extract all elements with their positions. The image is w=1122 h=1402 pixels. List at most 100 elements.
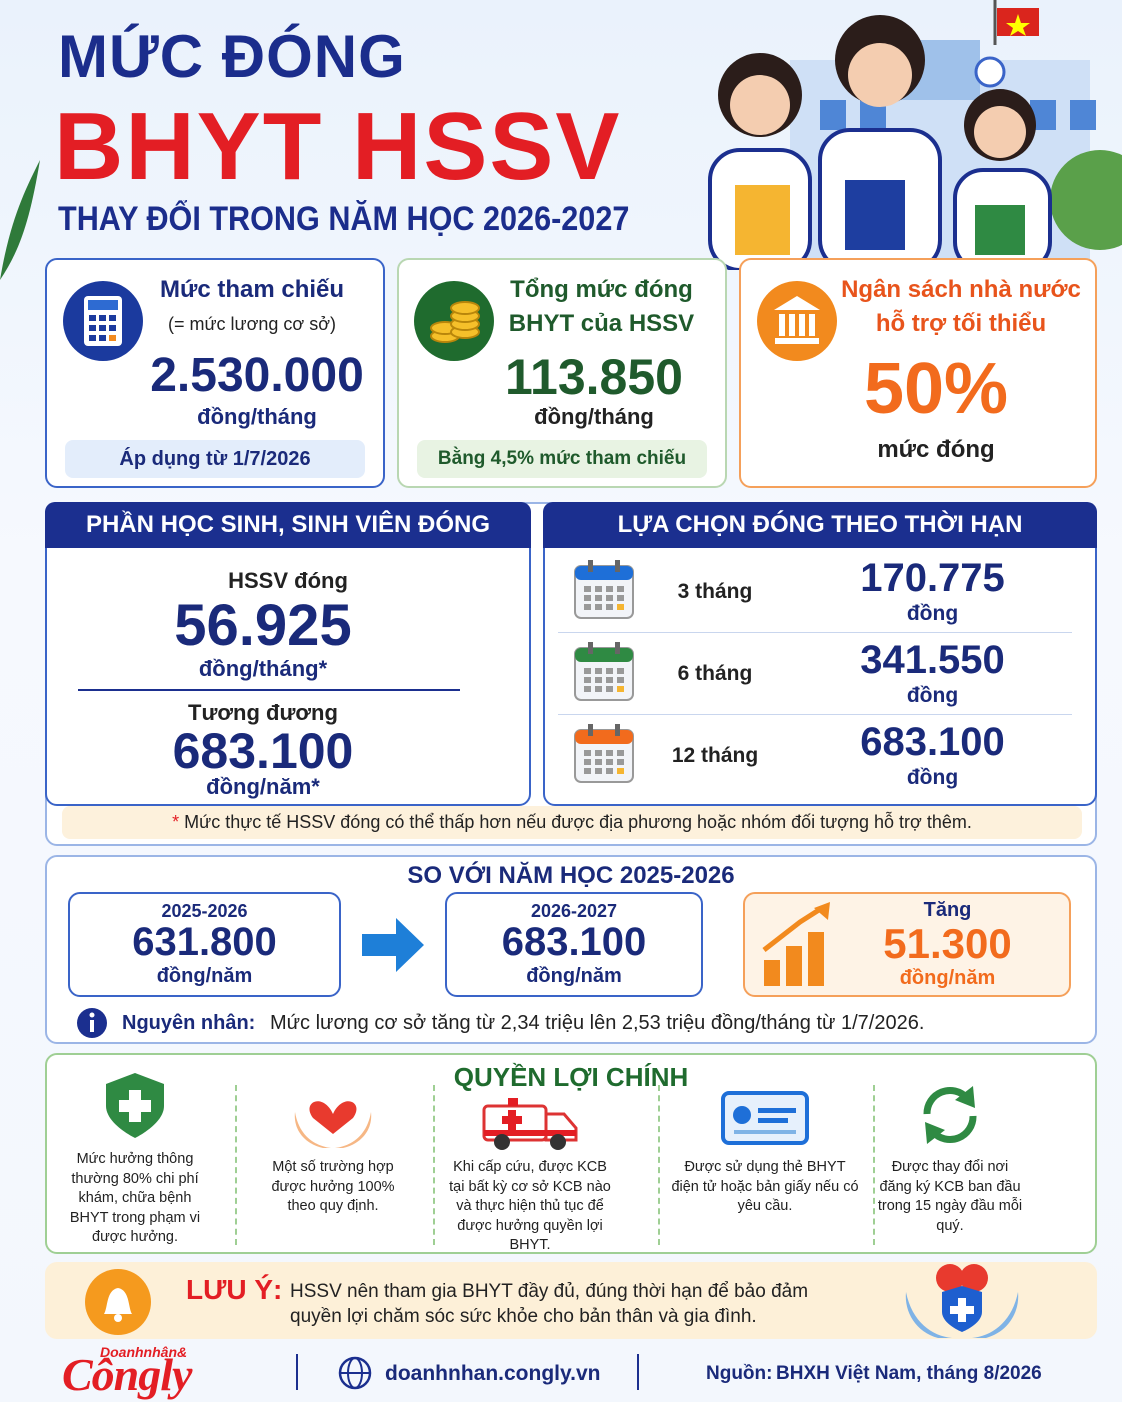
calendar-icon (574, 724, 634, 783)
divider (558, 714, 1072, 715)
footnote-text: Mức thực tế HSSV đóng có thể thấp hơn nế… (184, 812, 972, 832)
card-value: 113.850 (505, 349, 683, 405)
term: 12 tháng (671, 744, 759, 767)
benefit-text: Được sử dụng thẻ BHYT điện tử hoặc bản g… (671, 1159, 859, 1214)
benefit-text: Khi cấp cứu, được KCB tại bất kỳ cơ sở K… (449, 1159, 611, 1253)
increase-unit: đồng/năm (899, 967, 996, 989)
subtitle: THAY ĐỔI TRONG NĂM HỌC 2026-2027 (58, 200, 630, 238)
coins-icon (414, 281, 494, 361)
share-unit: đồng/năm* (206, 774, 320, 799)
info-icon (77, 1008, 107, 1038)
arrow-icon (362, 918, 424, 972)
divider (873, 1085, 875, 1245)
title-line2: BHYT HSSV (54, 93, 622, 200)
globe-icon (338, 1356, 372, 1390)
logo-top: Doanhnhân& (100, 1344, 188, 1360)
care-icon (905, 1264, 1019, 1338)
footnote-mark: * (172, 812, 180, 832)
term-unit: đồng (906, 684, 959, 707)
benefit-icon (670, 1088, 860, 1153)
calendar (572, 722, 636, 786)
benefit-text: Một số trường hợp được hưởng 100% theo q… (271, 1159, 395, 1214)
panel-title: LỰA CHỌN ĐÓNG THEO THỜI HẠN (543, 502, 1097, 548)
divider (78, 689, 460, 691)
benefit-icon-graphic (106, 1073, 164, 1138)
benefit-icon (875, 1080, 1025, 1155)
card-sublabel: (= mức lương cơ sở) (167, 314, 337, 334)
title-line1: MỨC ĐÓNG (58, 23, 406, 90)
divider (658, 1085, 660, 1245)
note-label: LƯU Ý: (186, 1274, 283, 1305)
calendar-icon (574, 560, 634, 619)
note-text: HSSV nên tham gia BHYT đầy đủ, đúng thời… (290, 1281, 809, 1327)
separator (296, 1354, 298, 1390)
card-reference: Mức tham chiếu (= mức lương cơ sở) 2.530… (45, 258, 385, 488)
value: 683.100 (501, 920, 647, 964)
student-share-panel (45, 502, 531, 806)
increase-label: Tăng (923, 899, 972, 921)
card-note: Áp dụng từ 1/7/2026 (65, 440, 365, 478)
benefit-icon-graphic (923, 1086, 977, 1144)
website: doanhnhan.congly.vn (385, 1362, 601, 1385)
benefit-icon (60, 1070, 210, 1145)
card-note: Bằng 4,5% mức tham chiếu (417, 440, 707, 478)
bell-icon (85, 1269, 151, 1335)
card-unit: đồng/tháng (534, 404, 654, 429)
share-label: Tương đương (188, 700, 338, 725)
term: 6 tháng (677, 662, 753, 685)
term-value: 341.550 (860, 638, 1005, 682)
bank-icon (757, 281, 837, 361)
card-unit: mức đóng (877, 436, 995, 463)
card-value: 50% (863, 349, 1009, 429)
share-value: 56.925 (174, 593, 352, 658)
benefit-icon-graphic (721, 1091, 809, 1145)
card-label: Mức tham chiếu (159, 276, 345, 303)
illustration (708, 0, 1122, 270)
share-unit: đồng/tháng* (198, 656, 328, 681)
benefit-icon (445, 1092, 615, 1157)
calculator-icon (63, 281, 143, 361)
calendar (572, 640, 636, 704)
reason-label: Nguyên nhân: (122, 1012, 256, 1034)
card-sublabel: BHYT của HSSV (508, 310, 695, 337)
benefits-title: QUYỀN LỢI CHÍNH (453, 1062, 689, 1092)
before-box (68, 892, 341, 997)
increase-value: 51.300 (883, 920, 1012, 967)
divider (558, 632, 1072, 633)
source-label: Nguồn: (706, 1363, 773, 1384)
reason-text: Mức lương cơ sở tăng từ 2,34 triệu lên 2… (270, 1012, 925, 1034)
term: 3 tháng (677, 580, 753, 603)
benefit-icon (258, 1090, 408, 1155)
term-unit: đồng (906, 602, 959, 625)
panel-title: PHẦN HỌC SINH, SINH VIÊN ĐÓNG (45, 502, 531, 548)
comparison-title: SO VỚI NĂM HỌC 2025-2026 (407, 862, 735, 889)
benefit-text: Mức hưởng thông thường 80% chi phí khám,… (69, 1151, 201, 1245)
year: 2026-2027 (530, 901, 618, 921)
leaf-decoration (0, 160, 40, 280)
card-label: Tổng mức đóng (510, 276, 693, 303)
divider (433, 1085, 435, 1245)
card-label: Ngân sách nhà nước (841, 276, 1081, 303)
value: 631.800 (132, 920, 277, 964)
term-unit: đồng (906, 766, 959, 789)
card-sublabel: hỗ trợ tối thiểu (875, 310, 1047, 337)
unit: đồng/năm (156, 965, 253, 987)
benefits-section (45, 1053, 1097, 1254)
card-value: 2.530.000 (150, 349, 364, 402)
year: 2025-2026 (161, 901, 248, 921)
calendar-icon (574, 642, 634, 701)
card-unit: đồng/tháng (197, 404, 317, 429)
term-value: 683.100 (860, 720, 1005, 764)
footnote: * Mức thực tế HSSV đóng có thể thấp hơn … (62, 806, 1082, 839)
unit: đồng/năm (526, 965, 622, 987)
benefit-icon-graphic (482, 1098, 578, 1150)
after-box (445, 892, 703, 997)
growth-icon (762, 902, 830, 986)
card-total: Tổng mức đóng BHYT của HSSV 113.850 đồng… (397, 258, 727, 488)
card-budget: Ngân sách nhà nước hỗ trợ tối thiểu 50% … (739, 258, 1097, 488)
share-value: 683.100 (172, 723, 354, 779)
source: BHXH Việt Nam, tháng 8/2026 (776, 1363, 1042, 1384)
benefit-icon-graphic (294, 1101, 372, 1148)
term-options-panel (543, 502, 1097, 806)
